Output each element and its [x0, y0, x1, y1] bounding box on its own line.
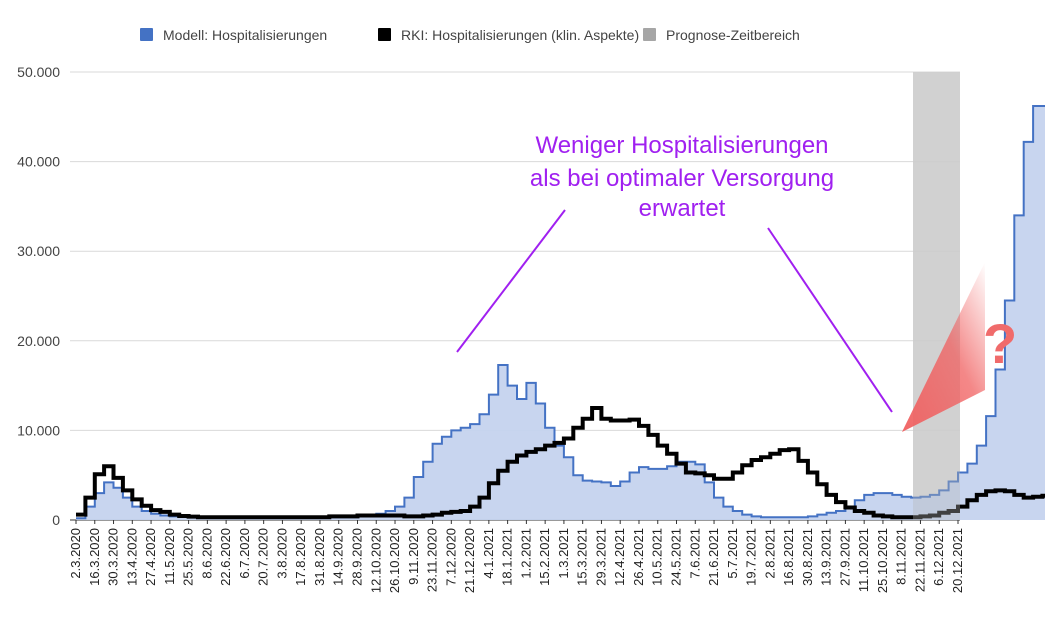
x-tick-label: 17.8.2020: [293, 528, 308, 586]
x-tick-label: 18.1.2021: [500, 528, 515, 586]
annotation-arrow-left: [456, 209, 566, 353]
x-axis: 2.3.2020 16.3.2020 30.3.2020 13.4.2020 27.4.…: [68, 520, 965, 593]
x-tick-label: 22.11.2021: [912, 528, 927, 592]
forecast-region: [913, 72, 960, 520]
x-tick-label: 1.3.2021: [556, 528, 571, 579]
x-tick-label: 21.6.2021: [706, 528, 721, 586]
x-tick-label: 26.4.2021: [631, 528, 646, 586]
legend-item-3: Prognose-Zeitbereich: [643, 27, 800, 43]
x-tick-label: 25.5.2020: [181, 528, 196, 586]
x-tick-label: 16.3.2020: [87, 528, 102, 586]
x-tick-label: 27.9.2021: [837, 528, 852, 586]
x-tick-label: 29.3.2021: [593, 528, 608, 586]
x-tick-label: 12.10.2020: [368, 528, 383, 593]
x-tick-label: 2.8.2021: [762, 528, 777, 579]
legend-swatch: [140, 28, 153, 41]
legend-label: Modell: Hospitalisierungen: [163, 27, 327, 43]
x-tick-label: 20.12.2021: [950, 528, 965, 593]
x-tick-label: 14.9.2020: [331, 528, 346, 586]
y-tick-label: 50.000: [17, 64, 60, 80]
x-tick-label: 8.6.2020: [199, 528, 214, 579]
annotation-line-2: als bei optimaler Versorgung: [530, 165, 834, 192]
y-tick-label: 0: [52, 512, 60, 528]
legend-label: RKI: Hospitalisierungen (klin. Aspekte): [401, 27, 639, 43]
legend-swatch: [378, 28, 391, 41]
forecast-shade: [913, 72, 960, 520]
annotation-arrow-right: [767, 227, 893, 413]
x-tick-label: 10.5.2021: [650, 528, 665, 586]
annotation-line-3: erwartet: [639, 195, 726, 222]
x-tick-label: 7.6.2021: [687, 528, 702, 579]
y-axis: 0 10.000 20.000 30.000 40.000 50.000: [17, 64, 60, 528]
question-mark: ?: [983, 312, 1017, 375]
x-tick-label: 11.10.2021: [856, 528, 871, 592]
x-tick-label: 19.7.2021: [744, 528, 759, 586]
annotation-text: Weniger Hospitalisierungen als bei optima…: [530, 132, 834, 222]
legend-item-2: RKI: Hospitalisierungen (klin. Aspekte): [378, 27, 639, 43]
x-tick-label: 13.9.2021: [819, 528, 834, 586]
forecast-overlay: [913, 72, 960, 520]
x-tick-label: 8.11.2021: [894, 528, 909, 585]
y-tick-label: 30.000: [17, 243, 60, 259]
x-tick-label: 24.5.2021: [669, 528, 684, 586]
x-tick-label: 25.10.2021: [875, 528, 890, 593]
x-tick-label: 31.8.2020: [312, 528, 327, 586]
x-tick-label: 9.11.2020: [406, 528, 421, 585]
x-tick-label: 15.2.2021: [537, 528, 552, 586]
uncertainty-wedge: [902, 262, 985, 432]
legend-label: Prognose-Zeitbereich: [666, 27, 800, 43]
y-tick-label: 40.000: [17, 154, 60, 170]
x-tick-label: 30.3.2020: [106, 528, 121, 586]
x-tick-label: 3.8.2020: [274, 528, 289, 579]
x-tick-label: 15.3.2021: [575, 528, 590, 586]
y-tick-label: 20.000: [17, 333, 60, 349]
legend-swatch: [643, 28, 656, 41]
x-tick-label: 12.4.2021: [612, 528, 627, 586]
x-tick-label: 28.9.2020: [349, 528, 364, 586]
x-tick-label: 6.12.2021: [931, 528, 946, 586]
x-tick-label: 2.3.2020: [68, 528, 83, 579]
x-tick-label: 30.8.2021: [800, 528, 815, 586]
x-tick-label: 27.4.2020: [143, 528, 158, 586]
x-tick-label: 4.1.2021: [481, 528, 496, 579]
x-tick-label: 7.12.2020: [443, 528, 458, 586]
annotation-line-1: Weniger Hospitalisierungen: [535, 132, 828, 159]
legend-item-1: Modell: Hospitalisierungen: [140, 27, 327, 43]
x-tick-label: 1.2.2021: [518, 528, 533, 579]
x-tick-label: 6.7.2020: [237, 528, 252, 579]
x-tick-label: 13.4.2020: [124, 528, 139, 586]
series-lines: [76, 72, 1045, 520]
x-tick-label: 20.7.2020: [256, 528, 271, 586]
x-tick-label: 23.11.2020: [425, 528, 440, 592]
series-line-2: [76, 406, 1045, 520]
legend: Modell: Hospitalisierungen RKI: Hospitali…: [140, 27, 800, 43]
annotations: Weniger Hospitalisierungen als bei optima…: [456, 132, 1017, 432]
x-tick-label: 16.8.2021: [781, 528, 796, 586]
x-tick-label: 21.12.2020: [462, 528, 477, 593]
x-tick-label: 22.6.2020: [218, 528, 233, 586]
x-tick-label: 26.10.2020: [387, 528, 402, 593]
y-tick-label: 10.000: [17, 422, 60, 438]
x-tick-label: 5.7.2021: [725, 528, 740, 579]
x-tick-label: 11.5.2020: [162, 528, 177, 585]
